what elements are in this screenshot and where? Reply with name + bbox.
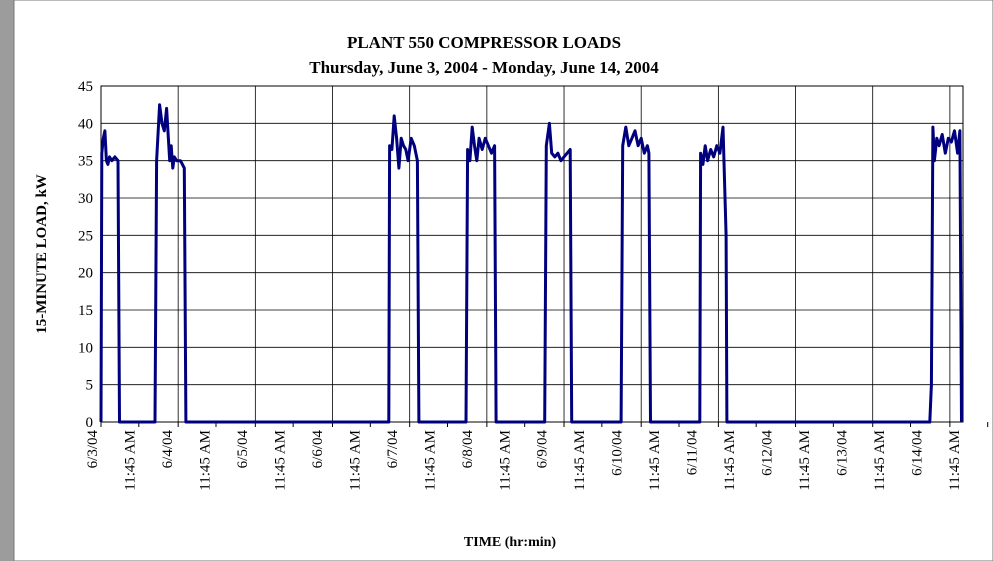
- x-tick-label: 11:45 AM: [422, 430, 438, 491]
- y-tick-label: 30: [78, 191, 93, 207]
- x-tick-label: 6/3/04: [85, 430, 101, 469]
- x-tick-label: 6/13/04: [835, 430, 851, 476]
- data-line: [99, 103, 963, 424]
- x-tick-label: 6/7/04: [385, 430, 401, 469]
- y-tick-label: 20: [78, 266, 93, 282]
- x-tick-label: 11:45 AM: [647, 430, 663, 491]
- x-axis-label: TIME (hr:min): [464, 535, 557, 550]
- x-tick-label: 6/9/04: [535, 430, 551, 469]
- x-tick-label: 6/10/04: [610, 430, 626, 476]
- chart-panel: [13, 0, 993, 561]
- x-tick-label: 6/11/04: [685, 430, 701, 476]
- x-tick-label: 11:45 AM: [497, 430, 513, 491]
- x-tick-label: 11:45 AM: [722, 430, 738, 491]
- x-tick-label: 11:45 AM: [122, 430, 138, 491]
- x-tick-label: 6/12/04: [760, 430, 776, 476]
- y-tick-label: 45: [78, 79, 93, 95]
- y-tick-label: 5: [86, 378, 94, 394]
- x-tick-label: 6/5/04: [235, 430, 251, 469]
- x-tick-label: 11:45 AM: [572, 430, 588, 491]
- chart-title: PLANT 550 COMPRESSOR LOADS: [347, 33, 621, 52]
- y-tick-label: 10: [78, 340, 93, 356]
- x-tick-label: 11:45 AM: [872, 430, 888, 491]
- x-tick-label: 11:45 AM: [272, 430, 288, 491]
- x-tick-label: 11:45 AM: [947, 430, 963, 491]
- x-tick-label: 11:45 AM: [197, 430, 213, 491]
- y-tick-label: 0: [86, 415, 94, 431]
- y-tick-label: 25: [78, 228, 93, 244]
- x-tick-label: 11:45 AM: [797, 430, 813, 491]
- y-axis-label: 15-MINUTE LOAD, kW: [34, 174, 50, 334]
- y-tick-label: 40: [78, 116, 93, 132]
- x-tick-label: 6/4/04: [160, 430, 176, 469]
- x-tick-label: 6/8/04: [460, 430, 476, 469]
- y-tick-label: 15: [78, 303, 93, 319]
- chart-subtitle: Thursday, June 3, 2004 - Monday, June 14…: [309, 58, 659, 77]
- x-tick-label: 11:45 AM: [347, 430, 363, 491]
- y-tick-label: 35: [78, 154, 93, 170]
- x-tick-label: 6/14/04: [910, 430, 926, 476]
- x-tick-label: 6/6/04: [310, 430, 326, 469]
